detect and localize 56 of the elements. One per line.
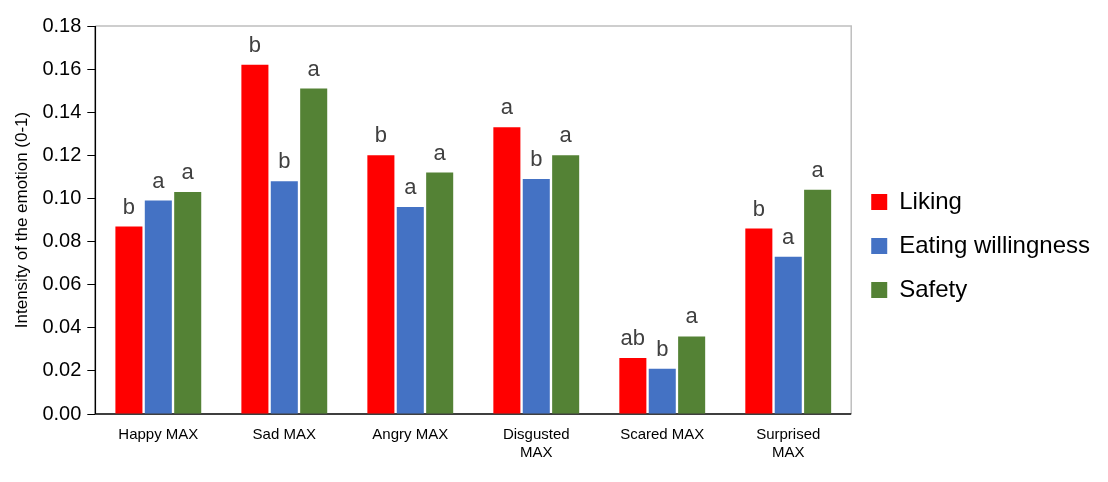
bar: [174, 191, 202, 414]
data-label: b: [752, 195, 765, 221]
data-label: a: [181, 159, 195, 185]
bar: [774, 256, 802, 414]
legend-label: Safety: [899, 274, 968, 302]
data-label: a: [559, 122, 573, 148]
x-tick-label: Sad MAX: [252, 425, 316, 443]
bar: [396, 207, 424, 414]
data-label: b: [374, 122, 388, 148]
data-label: b: [278, 148, 291, 174]
bar: [241, 64, 269, 414]
data-label: b: [248, 31, 262, 57]
bar: [493, 127, 521, 414]
bar: [115, 226, 143, 414]
bar: [522, 179, 550, 414]
legend-label: Liking: [899, 186, 962, 214]
bar: [144, 200, 172, 414]
bar: [619, 357, 647, 414]
y-tick-label: 0.08: [42, 229, 82, 252]
y-tick-label: 0.14: [42, 99, 82, 122]
data-label: a: [500, 94, 514, 120]
x-tick-label: Surprised MAX: [756, 425, 821, 461]
data-label: a: [433, 139, 447, 165]
bar: [804, 189, 832, 414]
data-label: a: [404, 174, 418, 200]
x-tick-label: Happy MAX: [118, 425, 199, 443]
y-tick-label: 0.16: [42, 56, 82, 79]
y-tick-label: 0.10: [42, 185, 82, 208]
data-label: b: [530, 146, 543, 172]
x-tick-label: Disgusted MAX: [502, 425, 570, 461]
data-label: a: [685, 303, 699, 329]
data-label: b: [656, 335, 669, 361]
y-tick-label: 0.04: [42, 315, 82, 338]
bar: [270, 181, 298, 414]
data-label: a: [782, 223, 796, 249]
y-tick-label: 0.12: [42, 142, 82, 165]
bar: [678, 336, 706, 414]
legend-label: Eating willingness: [899, 230, 1091, 258]
y-axis-title: Intensity of the emotion (0-1): [11, 111, 31, 329]
bar: [552, 155, 580, 414]
y-tick-label: 0.02: [42, 358, 82, 381]
bar: [745, 228, 773, 414]
bar: [648, 368, 676, 414]
x-tick-label: Angry MAX: [372, 425, 449, 443]
y-tick-label: 0.18: [42, 13, 82, 36]
data-label: a: [152, 167, 166, 193]
data-label: a: [307, 55, 321, 81]
bar: [426, 172, 454, 414]
data-label: a: [811, 156, 825, 182]
data-label: ab: [620, 325, 646, 351]
y-tick-label: 0.06: [42, 272, 82, 295]
y-tick-label: 0.00: [42, 401, 82, 424]
x-tick-label: Scared MAX: [620, 425, 705, 443]
bar: [367, 155, 395, 414]
data-label: b: [122, 193, 136, 219]
bar: [300, 88, 328, 414]
